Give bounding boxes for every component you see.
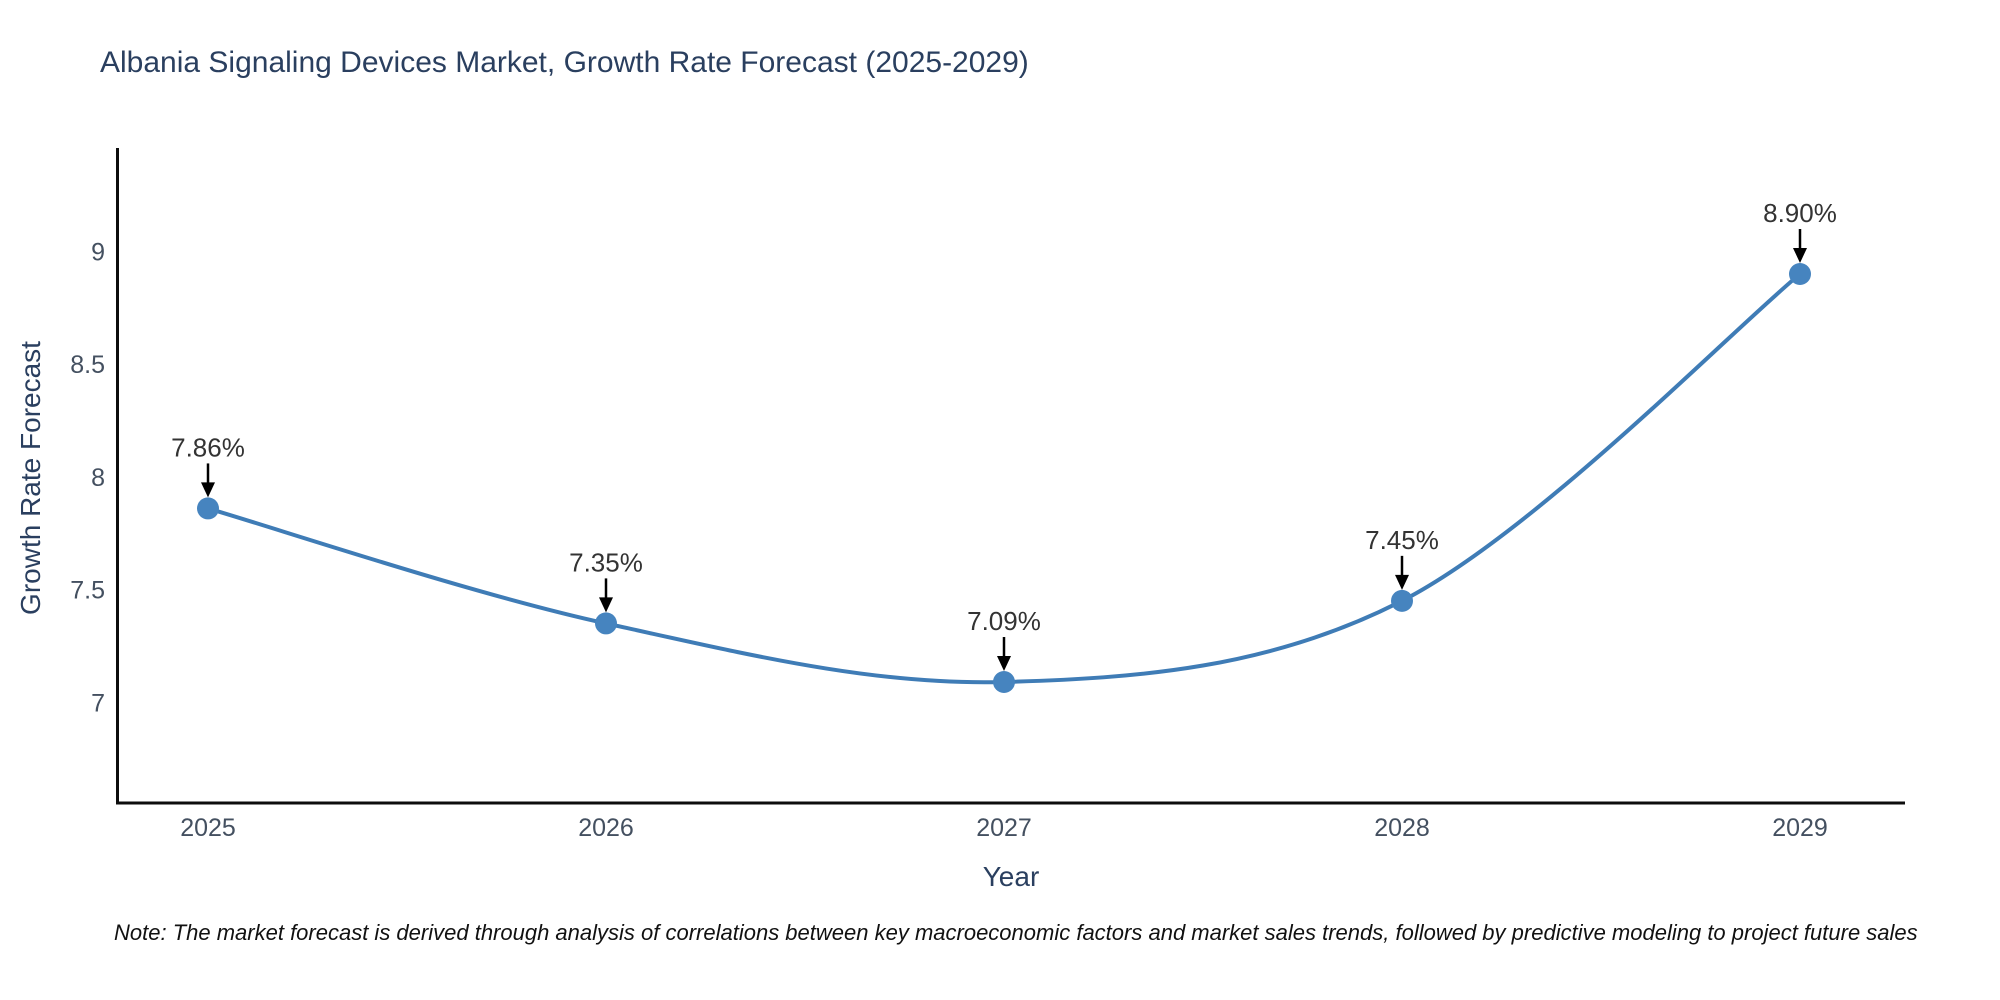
annotation-arrow-head-icon: [997, 656, 1011, 672]
x-tick-label: 2025: [180, 814, 236, 842]
x-tick-label: 2026: [578, 814, 634, 842]
annotation-arrow-head-icon: [599, 597, 613, 613]
data-point-marker[interactable]: [595, 612, 617, 635]
point-annotation: 7.35%: [569, 547, 643, 613]
x-axis-tick-labels: 2025 2026 2027 2028 2029: [180, 814, 1828, 842]
data-point-marker[interactable]: [1789, 262, 1811, 285]
point-value-label: 7.09%: [967, 606, 1041, 636]
y-tick-label: 9: [91, 238, 105, 266]
data-point-marker[interactable]: [197, 497, 219, 520]
y-tick-label: 7: [91, 689, 105, 717]
point-value-label: 7.86%: [171, 432, 245, 462]
y-axis-title: Growth Rate Forecast: [15, 341, 46, 615]
chart-footnote: Note: The market forecast is derived thr…: [114, 920, 1918, 945]
data-point-marker[interactable]: [993, 671, 1015, 694]
point-annotation: 7.09%: [967, 606, 1041, 672]
y-tick-label: 8.5: [70, 351, 105, 379]
y-tick-label: 8: [91, 464, 105, 492]
point-annotation: 8.90%: [1763, 198, 1837, 263]
x-tick-label: 2029: [1772, 814, 1828, 842]
chart-title: Albania Signaling Devices Market, Growth…: [100, 46, 1029, 79]
point-value-label: 8.90%: [1763, 198, 1837, 228]
point-value-label: 7.35%: [569, 547, 643, 577]
x-axis-title: Year: [983, 861, 1040, 892]
point-annotations: 7.86% 7.35% 7.09% 7.45% 8.90%: [171, 198, 1837, 672]
annotation-arrow-head-icon: [201, 482, 215, 498]
data-point-marker[interactable]: [1391, 589, 1413, 612]
point-annotation: 7.45%: [1365, 525, 1439, 590]
point-value-label: 7.45%: [1365, 525, 1439, 555]
y-axis-tick-labels: 7 7.5 8 8.5 9: [70, 238, 105, 717]
annotation-arrow-head-icon: [1395, 574, 1409, 590]
y-tick-label: 7.5: [70, 577, 105, 605]
annotation-arrow-head-icon: [1793, 247, 1807, 263]
x-tick-label: 2027: [976, 814, 1032, 842]
x-tick-label: 2028: [1374, 814, 1430, 842]
point-annotation: 7.86%: [171, 432, 245, 498]
series-markers: [197, 262, 1811, 694]
